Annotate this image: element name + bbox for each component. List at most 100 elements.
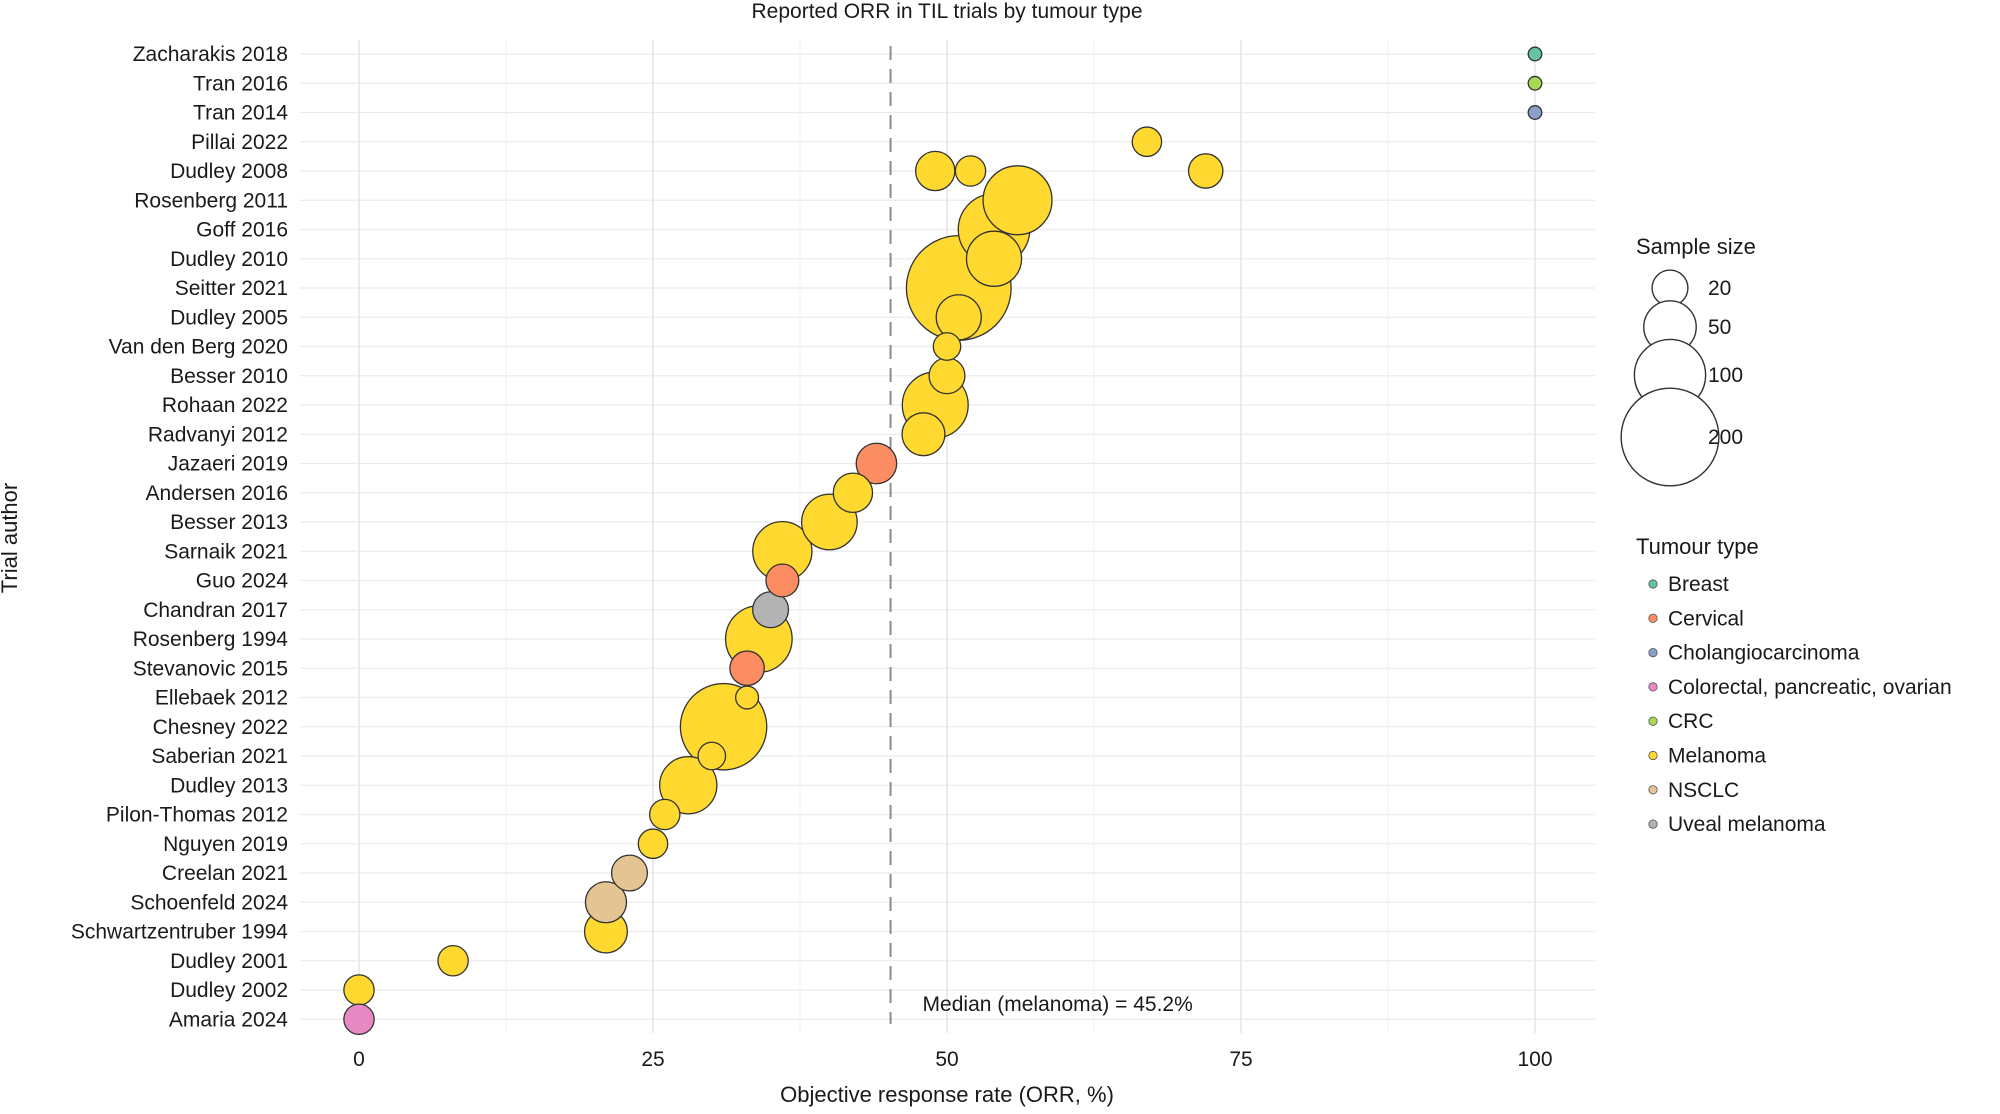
y-tick-label: Rohaan 2022 [162, 394, 288, 417]
tumour-type-legend-key [1648, 785, 1658, 795]
x-tick-label: 75 [1229, 1048, 1252, 1071]
data-point [610, 854, 649, 892]
y-tick-label: Zacharakis 2018 [133, 43, 288, 66]
x-tick-label: 50 [935, 1048, 958, 1071]
x-tick-label: 25 [641, 1048, 664, 1071]
tumour-type-legend-label: Cervical [1668, 607, 1744, 630]
data-point [928, 357, 966, 395]
y-tick-label: Chandran 2017 [143, 599, 288, 622]
tumour-type-legend-key [1648, 647, 1658, 658]
data-point [914, 150, 956, 192]
y-tick-label: Chesney 2022 [153, 716, 288, 739]
y-axis-labels: Zacharakis 2018 Tran 2016 Tran 2014 Pillai … [71, 43, 288, 1031]
data-point [965, 230, 1023, 287]
data-point [855, 442, 898, 485]
x-tick-label: 100 [1517, 1048, 1552, 1071]
size-legend-label: 100 [1708, 364, 1743, 387]
y-tick-label: Dudley 2005 [170, 306, 288, 329]
data-point [648, 798, 681, 831]
data-point [954, 155, 987, 187]
size-legend-label: 20 [1708, 277, 1731, 300]
y-tick-label: Tran 2014 [193, 102, 288, 125]
tumour-type-legend-label: Melanoma [1668, 745, 1766, 768]
tumour-type-legend-key [1648, 750, 1658, 761]
y-tick-label: Tran 2016 [193, 72, 288, 95]
y-tick-label: Goff 2016 [196, 219, 288, 242]
data-point [932, 332, 962, 361]
y-tick-label: Dudley 2002 [170, 979, 288, 1002]
y-tick-label: Radvanyi 2012 [148, 423, 288, 446]
tumour-type-legend-key [1648, 716, 1658, 726]
y-tick-label: Pillai 2022 [191, 131, 288, 154]
x-axis-title: Objective response rate (ORR, %) [780, 1082, 1114, 1107]
data-point [729, 650, 765, 687]
y-tick-label: Jazaeri 2019 [168, 453, 288, 476]
tumour-type-legend-key [1648, 613, 1658, 623]
tumour-type-legend-label: Uveal melanoma [1668, 813, 1826, 836]
tumour-type-legend-title: Tumour type [1636, 534, 1759, 559]
data-point [765, 563, 800, 598]
size-legend: Sample size 20 50 100 200 [1620, 234, 1756, 487]
y-tick-label: Dudley 2008 [170, 160, 288, 183]
data-point [437, 944, 469, 977]
y-tick-label: Schoenfeld 2024 [130, 891, 288, 914]
data-point [1527, 105, 1543, 120]
x-tick-label: 0 [353, 1048, 365, 1071]
y-tick-label: Saberian 2021 [151, 745, 288, 768]
y-tick-label: Guo 2024 [196, 570, 289, 593]
y-tick-label: Seitter 2021 [175, 277, 288, 300]
y-tick-label: Schwartzentruber 1994 [71, 921, 288, 944]
y-tick-label: Dudley 2010 [170, 248, 288, 271]
data-point [832, 472, 874, 513]
y-tick-label: Van den Berg 2020 [109, 336, 288, 359]
y-tick-label: Creelan 2021 [162, 862, 288, 885]
y-tick-label: Stevanovic 2015 [133, 657, 288, 680]
data-point [982, 165, 1053, 236]
size-legend-label: 50 [1708, 316, 1731, 339]
y-tick-label: Pilon-Thomas 2012 [106, 804, 288, 827]
y-tick-label: Ellebaek 2012 [155, 687, 288, 710]
tumour-type-legend: Tumour type Breast Cervical Cholangiocarci… [1636, 534, 1952, 836]
tumour-type-legend-key [1648, 819, 1658, 829]
size-legend-label: 200 [1708, 426, 1743, 449]
data-point [343, 1003, 375, 1036]
chart-title: Reported ORR in TIL trials by tumour typ… [752, 0, 1143, 23]
y-tick-label: Rosenberg 1994 [133, 628, 289, 651]
x-axis-tick-labels: 0 25 50 75 100 [353, 1048, 1552, 1071]
data-point [637, 828, 669, 860]
tumour-type-legend-label: Cholangiocarcinoma [1668, 642, 1860, 665]
grid-lines [300, 40, 1595, 1033]
size-legend-title: Sample size [1636, 234, 1756, 259]
y-tick-label: Sarnaik 2021 [164, 540, 288, 563]
size-legend-key [1620, 387, 1720, 487]
data-point [697, 741, 727, 771]
data-point [1131, 126, 1163, 158]
y-tick-label: Besser 2010 [170, 365, 288, 388]
y-tick-label: Dudley 2013 [170, 774, 288, 797]
data-point [584, 881, 628, 924]
data-point [901, 412, 946, 457]
y-tick-label: Besser 2013 [170, 511, 288, 534]
y-tick-label: Amaria 2024 [169, 1008, 288, 1031]
data-points [343, 46, 1543, 1036]
y-tick-label: Nguyen 2019 [163, 833, 288, 856]
y-tick-label: Andersen 2016 [146, 482, 288, 505]
tumour-type-legend-label: Colorectal, pancreatic, ovarian [1668, 676, 1952, 699]
tumour-type-legend-key [1648, 682, 1658, 692]
y-axis-title: Trial author [0, 483, 22, 593]
data-point [1527, 46, 1543, 62]
data-point [1527, 75, 1543, 91]
median-annotation: Median (melanoma) = 45.2% [923, 993, 1193, 1016]
data-point [659, 756, 718, 815]
data-point [343, 974, 375, 1006]
tumour-type-legend-key [1648, 579, 1658, 589]
y-tick-label: Rosenberg 2011 [134, 189, 288, 212]
y-tick-label: Dudley 2001 [170, 950, 288, 973]
data-point [1187, 153, 1224, 189]
tumour-type-legend-label: CRC [1668, 710, 1714, 733]
tumour-type-legend-label: Breast [1668, 573, 1729, 596]
reference-line-group: Median (melanoma) = 45.2% [889, 46, 1193, 1024]
tumour-type-legend-label: NSCLC [1668, 779, 1739, 802]
